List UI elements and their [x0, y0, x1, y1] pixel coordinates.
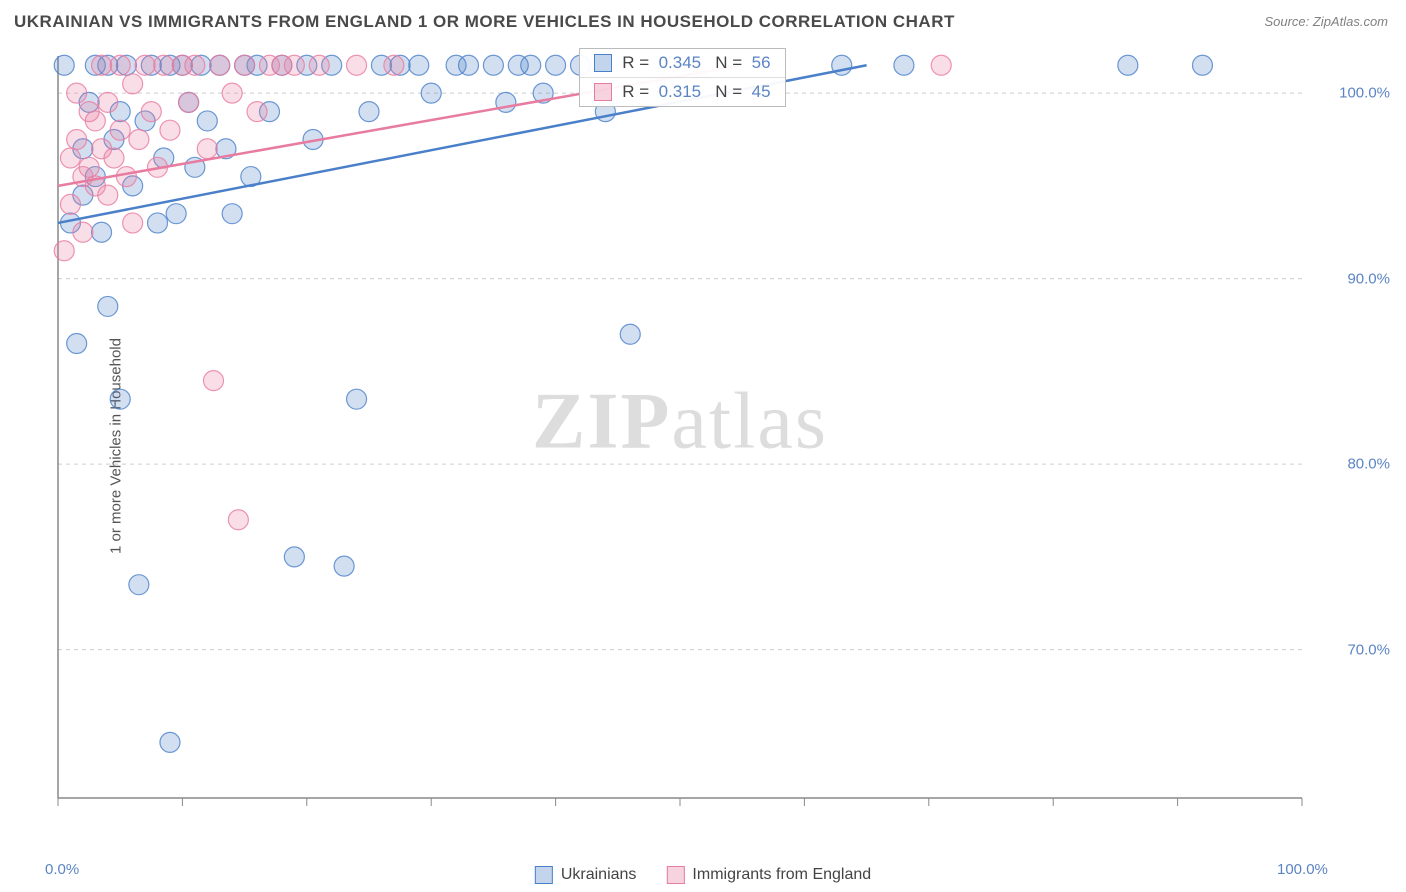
bottom-legend: Ukrainians Immigrants from England	[535, 866, 871, 884]
chart-container: UKRAINIAN VS IMMIGRANTS FROM ENGLAND 1 O…	[0, 0, 1406, 892]
legend-swatch	[535, 866, 553, 884]
y-tick-label: 100.0%	[1339, 85, 1390, 102]
x-tick-right: 100.0%	[1277, 861, 1328, 878]
plot-area: ZIPatlas R = 0.345 N = 56R = 0.315 N = 4…	[50, 48, 1310, 828]
series-swatch	[594, 83, 612, 101]
info-text: R = 0.345 N = 56	[622, 53, 770, 73]
scatter-svg	[50, 48, 1310, 828]
legend-swatch	[666, 866, 684, 884]
series-swatch	[594, 54, 612, 72]
legend-item: Immigrants from England	[666, 866, 871, 884]
y-tick-label: 90.0%	[1347, 270, 1390, 287]
info-text: R = 0.315 N = 45	[622, 82, 770, 102]
chart-title: UKRAINIAN VS IMMIGRANTS FROM ENGLAND 1 O…	[14, 12, 955, 32]
x-tick-left: 0.0%	[45, 861, 79, 878]
info-row: R = 0.345 N = 56	[580, 49, 784, 77]
y-tick-label: 70.0%	[1347, 641, 1390, 658]
source-attribution: Source: ZipAtlas.com	[1264, 14, 1388, 29]
info-row: R = 0.315 N = 45	[580, 77, 784, 106]
legend-label: Immigrants from England	[692, 866, 871, 884]
legend-label: Ukrainians	[561, 866, 637, 884]
correlation-info-box: R = 0.345 N = 56 R = 0.315 N = 45	[579, 48, 785, 107]
y-tick-label: 80.0%	[1347, 456, 1390, 473]
legend-item: Ukrainians	[535, 866, 637, 884]
